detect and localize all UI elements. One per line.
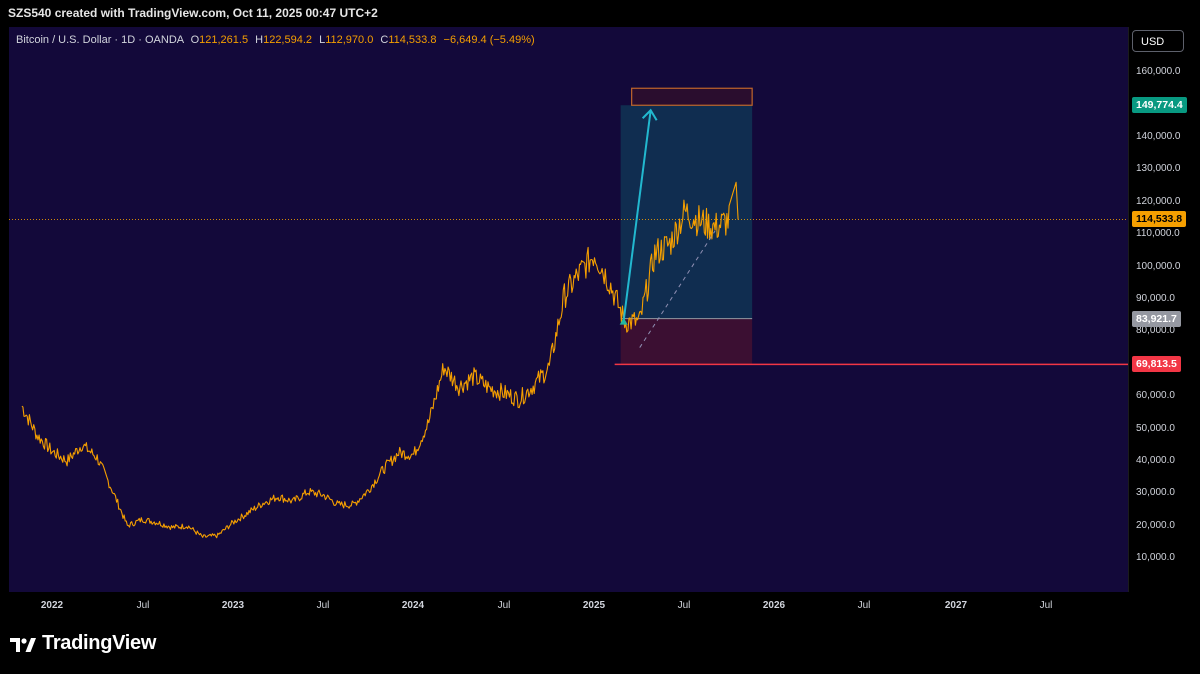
snapshot-caption: SZS540 created with TradingView.com, Oct… [8, 6, 378, 20]
price-tick: 50,000.0 [1136, 422, 1175, 434]
high-label: H [255, 34, 264, 46]
time-tick: Jul [497, 600, 511, 611]
price-tick: 30,000.0 [1136, 487, 1175, 499]
price-tick: 20,000.0 [1136, 519, 1175, 531]
time-tick: Jul [316, 600, 330, 611]
change-value: −6,649.4 (−5.49%) [443, 34, 535, 46]
price-tick: 40,000.0 [1136, 454, 1175, 466]
close-value: 114,533.8 [388, 34, 437, 46]
symbol-legend: Bitcoin / U.S. Dollar · 1D · OANDA O121,… [16, 34, 535, 46]
low-label: L [319, 34, 326, 46]
price-tick: 100,000.0 [1136, 260, 1181, 272]
time-tick: Jul [677, 600, 691, 611]
brand-name: TradingView [42, 632, 157, 654]
current-price-badge: 114,533.8 [1132, 211, 1187, 228]
time-tick: Jul [136, 600, 150, 611]
open-label: O [190, 34, 200, 46]
open-value: 121,261.5 [199, 34, 249, 46]
chart-svg[interactable] [9, 27, 1128, 592]
price-tick: 120,000.0 [1136, 195, 1181, 207]
trend-line [639, 230, 716, 348]
target-price-badge: 149,774.4 [1132, 97, 1187, 114]
entry-price-badge: 83,921.7 [1132, 310, 1181, 327]
symbol-title: Bitcoin / U.S. Dollar · 1D · OANDA [16, 34, 184, 46]
low-value: 112,970.0 [325, 34, 374, 46]
currency-button[interactable]: USD [1132, 30, 1184, 52]
top-bar: SZS540 created with TradingView.com, Oct… [0, 0, 1200, 24]
stop-price-badge: 69,813.5 [1132, 356, 1181, 373]
time-tick: 2022 [40, 600, 64, 611]
time-tick: 2025 [582, 600, 606, 611]
time-tick: 2024 [401, 600, 425, 611]
price-tick: 80,000.0 [1136, 325, 1175, 337]
price-tick: 130,000.0 [1136, 163, 1181, 175]
price-tick: 10,000.0 [1136, 552, 1175, 564]
price-tick: 60,000.0 [1136, 390, 1175, 402]
time-tick: 2023 [221, 600, 245, 611]
time-tick: 2027 [944, 600, 968, 611]
price-tick: 110,000.0 [1136, 228, 1180, 240]
price-tick: 90,000.0 [1136, 292, 1175, 304]
chart-plot-area[interactable] [9, 27, 1128, 592]
close-label: C [380, 34, 389, 46]
tradingview-logo-icon [10, 638, 36, 652]
time-axis[interactable]: 2022 Jul 2023 Jul 2024 Jul 2025 Jul 2026 Jul 2027 J… [9, 592, 1128, 620]
loss-zone [620, 318, 753, 365]
high-value: 122,594.2 [263, 34, 313, 46]
price-tick: 160,000.0 [1136, 66, 1181, 78]
time-tick: Jul [1039, 600, 1053, 611]
price-series-line [21, 181, 739, 539]
time-tick: Jul [857, 600, 871, 611]
target-arrow [622, 110, 652, 321]
time-tick: 2026 [762, 600, 786, 611]
entry-marker-icon [619, 317, 628, 325]
price-tick: 140,000.0 [1136, 130, 1181, 142]
target-arrow-head [641, 108, 658, 121]
target-box [631, 87, 753, 106]
